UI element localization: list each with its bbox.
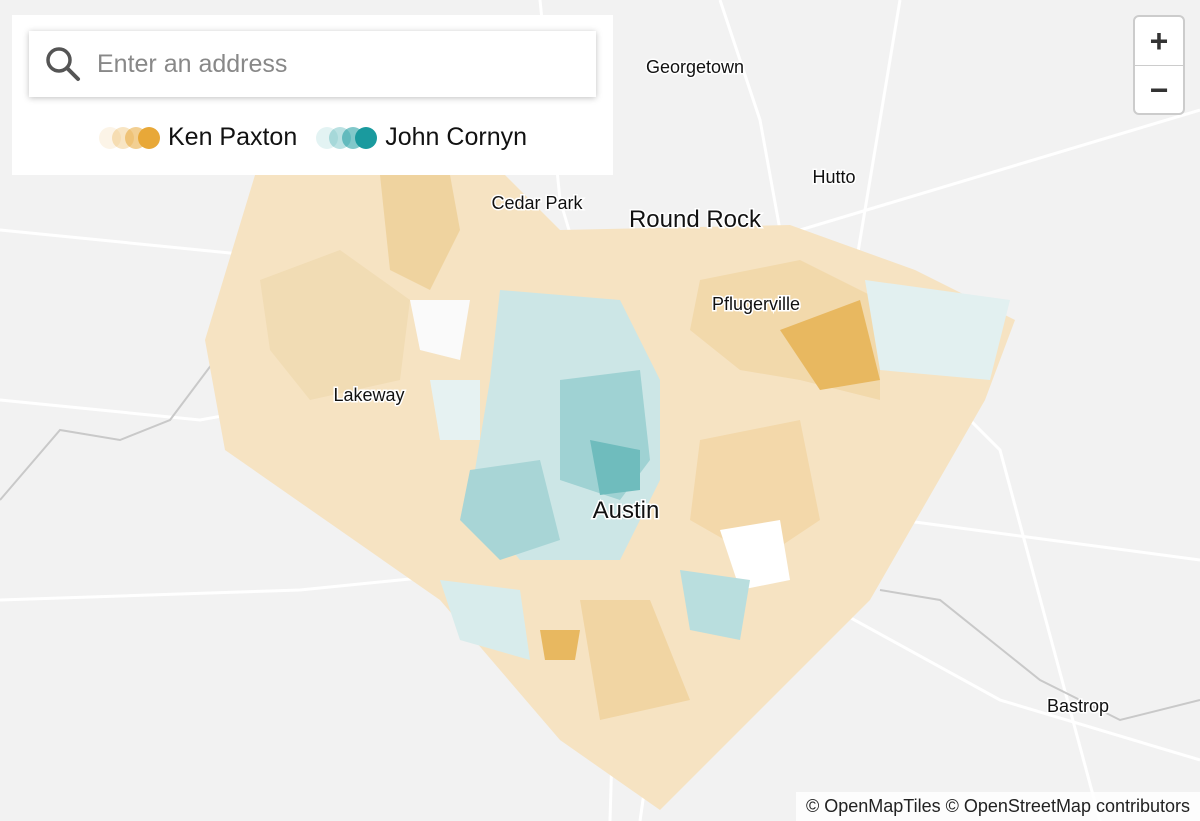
zoom-in[interactable]: + — [1135, 17, 1183, 66]
place-label: Hutto — [812, 167, 855, 187]
legend-swatch — [316, 126, 378, 149]
place-labels: Georgetown Hutto Cedar Park Round Rock P… — [332, 56, 1111, 718]
legend-dot — [137, 126, 160, 149]
legend-swatch — [98, 126, 160, 149]
place-label: Cedar Park — [491, 193, 583, 213]
search-placeholder: Enter an address — [97, 49, 288, 78]
legend-label: John Cornyn — [385, 123, 527, 151]
zoom-out[interactable]: − — [1149, 71, 1169, 108]
legend-dot — [316, 126, 339, 149]
place-label: Georgetown — [646, 57, 744, 77]
search-icon — [46, 47, 80, 81]
precincts — [260, 175, 1010, 720]
legend: Ken Paxton John Cornyn — [12, 123, 613, 152]
attribution: © OpenMapTiles © OpenStreetMap contribut… — [795, 792, 1200, 821]
place-label: Lakeway — [333, 385, 404, 405]
legend-dot — [98, 126, 121, 149]
legend-item: Ken Paxton — [98, 123, 297, 152]
place-label: Bastrop — [1047, 696, 1109, 716]
search-box[interactable]: Enter an address — [29, 31, 596, 97]
place-label: Pflugerville — [712, 294, 800, 314]
legend-label: Ken Paxton — [167, 123, 298, 151]
control-panel: Enter an address Ken Paxton John Cornyn — [12, 15, 613, 175]
place-label: Austin — [593, 497, 660, 524]
legend-item: John Cornyn — [315, 123, 527, 152]
legend-dot — [355, 126, 378, 149]
zoom-control: + − — [1133, 15, 1185, 115]
place-label: Round Rock — [629, 206, 762, 233]
